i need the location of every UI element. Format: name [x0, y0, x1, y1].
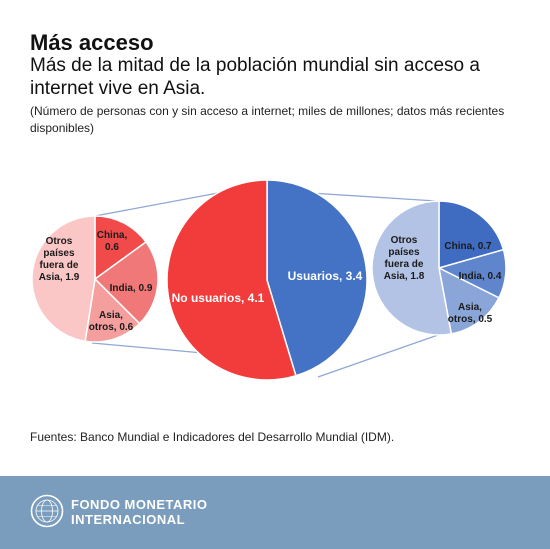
pie3-label-3: Asia, otros, 0.5	[448, 302, 493, 325]
pie1-label-1: Usuarios, 3.4	[288, 269, 363, 283]
pie3-label-2: India, 0.4	[459, 271, 502, 282]
pie2-label-4: Otros países fuera de Asia, 1.9	[39, 236, 80, 283]
pie1-slice-1	[266, 179, 368, 377]
pie2-slice-1	[94, 215, 148, 281]
pie3-slice-1	[438, 200, 505, 269]
footer-bar: FONDO MONETARIO INTERNACIONAL	[0, 476, 550, 549]
chart-note: (Número de personas con y sin acceso a i…	[30, 104, 505, 135]
pie-charts: Usuarios, 3.4 No usuarios, 4.1 China, 0.6 In…	[31, 179, 507, 381]
organization-name: FONDO MONETARIO INTERNACIONAL	[71, 497, 208, 527]
organization-name-line2: INTERNACIONAL	[71, 512, 186, 527]
organization-name-line1: FONDO MONETARIO	[71, 497, 208, 512]
pie2-label-3: Asia, otros, 0.6	[89, 310, 134, 333]
chart-subtitle: Más de la mitad de la población mundial …	[30, 55, 480, 99]
chart-title: Más acceso	[30, 30, 154, 55]
pie1-slice-2	[166, 179, 297, 381]
connector-lines	[91, 192, 439, 378]
pie1-label-2: No usuarios, 4.1	[172, 291, 265, 305]
pie2-slice-4	[31, 215, 96, 343]
pie3-label-1: China, 0.7	[444, 241, 492, 252]
pie2-label-2: India, 0.9	[110, 283, 153, 294]
pie3-label-4: Otros países fuera de Asia, 1.8	[384, 235, 425, 282]
connector-line-3	[309, 192, 437, 202]
pie2-label-1: China, 0.6	[97, 230, 128, 253]
connector-line-1	[94, 192, 219, 217]
source-note: Fuentes: Banco Mundial e Indicadores del…	[30, 430, 395, 444]
pie2-slice-3	[84, 277, 141, 343]
pie3-slice-4	[371, 200, 453, 336]
pie3-slice-3	[437, 266, 500, 335]
connector-line-4	[317, 334, 439, 378]
imf-seal-icon	[30, 494, 64, 528]
pie2-slice-2	[93, 240, 159, 325]
